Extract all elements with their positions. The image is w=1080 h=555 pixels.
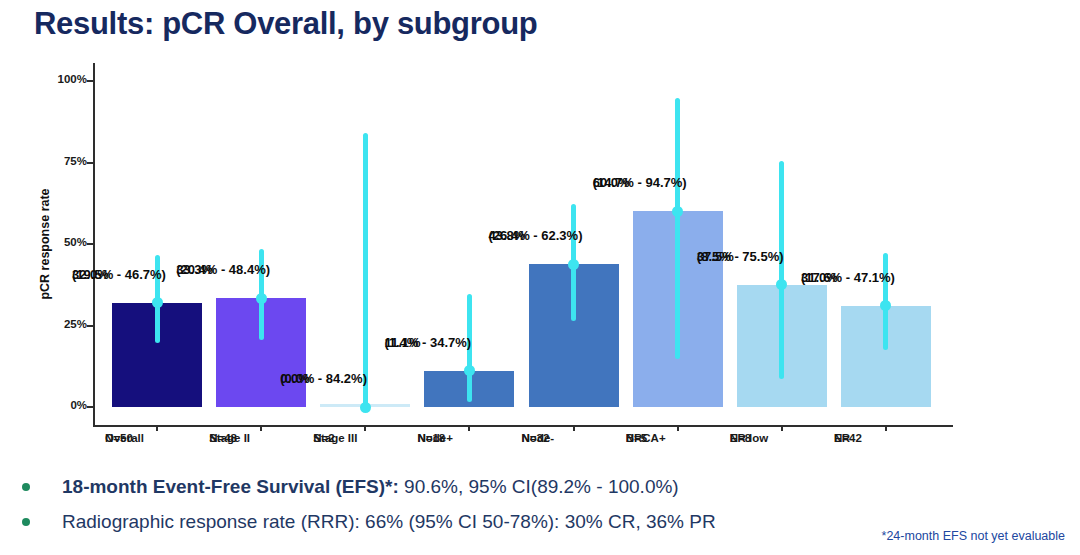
value-label-line: (14.7% - 94.7%) — [593, 175, 687, 191]
x-label-line: N=5 — [626, 432, 647, 445]
error-bar-dot — [360, 402, 371, 413]
y-axis-line — [93, 63, 95, 427]
x-label-line: N=2 — [313, 432, 334, 445]
value-label-line: (0.0% - 84.2%) — [280, 371, 367, 387]
error-bar-dot — [672, 206, 683, 217]
x-tick-mark — [468, 427, 470, 431]
y-tick-label: 100% — [40, 73, 87, 85]
y-tick-mark — [87, 80, 93, 82]
x-label-line: N=42 — [834, 432, 862, 445]
x-tick-mark — [885, 427, 887, 431]
bullet-dot-icon — [22, 518, 30, 526]
error-bar-dot — [256, 293, 267, 304]
x-label-line: N=48 — [209, 432, 237, 445]
x-label-line: N=8 — [730, 432, 751, 445]
y-tick-label: 75% — [40, 155, 87, 167]
x-label-line: N=18 — [417, 432, 445, 445]
y-tick-mark — [87, 162, 93, 164]
error-bar-dot — [152, 297, 163, 308]
error-bar — [675, 98, 680, 359]
value-label-line: (20.4% - 48.4%) — [176, 262, 270, 278]
slide: Results: pCR Overall, by subgroup pCR re… — [0, 0, 1080, 555]
value-label-line: (8.5% - 75.5%) — [697, 249, 784, 265]
y-tick-mark — [87, 325, 93, 327]
x-tick-mark — [677, 427, 679, 431]
bullet-efs-bold: 18-month Event-Free Survival (EFS)*: — [62, 476, 399, 497]
value-label-line: (1.4% - 34.7%) — [384, 335, 471, 351]
bullet-rrr-rest: Radiographic response rate (RRR): 66% (9… — [62, 511, 716, 532]
error-bar — [363, 133, 368, 407]
x-tick-mark — [781, 427, 783, 431]
x-tick-mark — [573, 427, 575, 431]
bullet-dot-icon — [22, 483, 30, 491]
footnote: *24-month EFS not yet evaluable — [882, 529, 1065, 543]
error-bar-dot — [568, 259, 579, 270]
y-tick-mark — [87, 243, 93, 245]
x-label-line: N=50 — [105, 432, 133, 445]
bullet-efs: 18-month Event-Free Survival (EFS)*: 90.… — [0, 476, 1080, 502]
y-tick-label: 50% — [40, 236, 87, 248]
bullet-rrr-text: Radiographic response rate (RRR): 66% (9… — [62, 511, 716, 533]
value-label-line: (26.4% - 62.3%) — [489, 228, 583, 244]
x-axis-line — [93, 425, 953, 427]
x-tick-mark — [260, 427, 262, 431]
error-bar — [779, 161, 784, 379]
y-tick-label: 25% — [40, 318, 87, 330]
bullet-efs-rest: 90.6%, 95% CI(89.2% - 100.0%) — [399, 476, 679, 497]
bullet-efs-text: 18-month Event-Free Survival (EFS)*: 90.… — [62, 476, 679, 498]
pcr-bar-chart: pCR response rate 0%25%50%75%100%Overall… — [0, 0, 1080, 555]
value-label-line: (19.5% - 46.7%) — [72, 267, 166, 283]
x-tick-mark — [364, 427, 366, 431]
x-label-line: N=32 — [522, 432, 550, 445]
value-label-line: (17.6% - 47.1%) — [801, 270, 895, 286]
y-tick-mark — [87, 406, 93, 408]
y-tick-label: 0% — [40, 399, 87, 411]
x-tick-mark — [156, 427, 158, 431]
